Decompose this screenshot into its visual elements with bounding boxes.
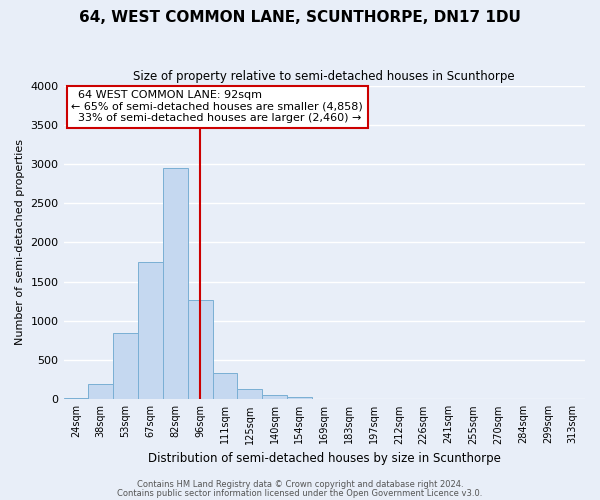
Text: 64 WEST COMMON LANE: 92sqm
← 65% of semi-detached houses are smaller (4,858)
  3: 64 WEST COMMON LANE: 92sqm ← 65% of semi… [71,90,363,124]
Text: 64, WEST COMMON LANE, SCUNTHORPE, DN17 1DU: 64, WEST COMMON LANE, SCUNTHORPE, DN17 1… [79,10,521,25]
Text: Contains HM Land Registry data © Crown copyright and database right 2024.: Contains HM Land Registry data © Crown c… [137,480,463,489]
Bar [88,384,113,400]
Y-axis label: Number of semi-detached properties: Number of semi-detached properties [15,140,25,346]
Bar [238,389,262,400]
Bar [64,398,88,400]
Bar [163,168,188,400]
Title: Size of property relative to semi-detached houses in Scunthorpe: Size of property relative to semi-detach… [133,70,515,83]
Bar [262,394,287,400]
Bar [188,300,212,400]
Bar [113,334,138,400]
Bar [212,374,238,400]
Bar [138,262,163,400]
Text: Contains public sector information licensed under the Open Government Licence v3: Contains public sector information licen… [118,488,482,498]
Bar [287,397,312,400]
X-axis label: Distribution of semi-detached houses by size in Scunthorpe: Distribution of semi-detached houses by … [148,452,501,465]
